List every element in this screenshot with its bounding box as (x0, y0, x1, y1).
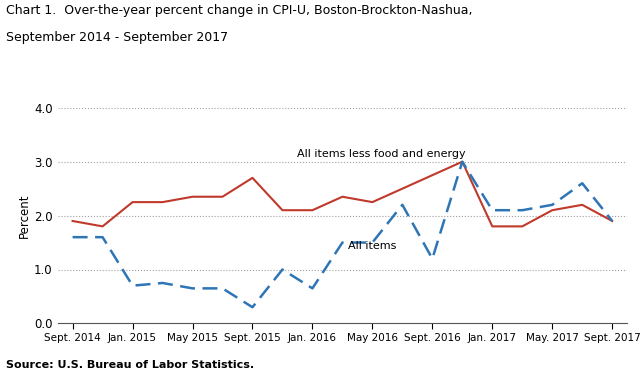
Text: Source: U.S. Bureau of Labor Statistics.: Source: U.S. Bureau of Labor Statistics. (6, 360, 255, 370)
Text: September 2014 - September 2017: September 2014 - September 2017 (6, 31, 228, 44)
Y-axis label: Percent: Percent (19, 193, 31, 238)
Text: All items: All items (348, 241, 397, 251)
Text: All items less food and energy: All items less food and energy (298, 149, 466, 159)
Text: Chart 1.  Over-the-year percent change in CPI-U, Boston-Brockton-Nashua,: Chart 1. Over-the-year percent change in… (6, 4, 473, 17)
